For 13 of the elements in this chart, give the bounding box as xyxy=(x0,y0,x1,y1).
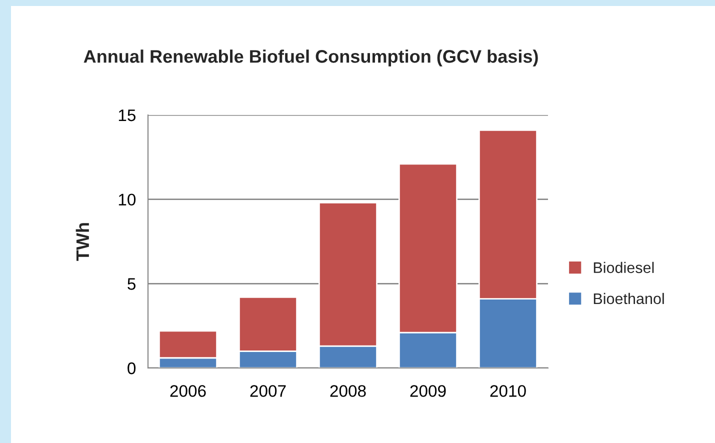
chart-title: Annual Renewable Biofuel Consumption (GCV basis) xyxy=(84,50,538,66)
y-tick-label: 0 xyxy=(128,362,136,374)
y-tick-label: 5 xyxy=(128,278,136,290)
legend-label: Biodiesel xyxy=(594,262,654,274)
x-tick-label: 2010 xyxy=(490,385,526,397)
x-tick-label: 2006 xyxy=(170,385,206,397)
y-axis-title: TWh xyxy=(76,223,89,261)
x-tick-label: 2008 xyxy=(330,385,366,397)
y-tick-label: 15 xyxy=(118,110,136,122)
x-tick-label: 2009 xyxy=(410,385,446,397)
y-tick-label: 10 xyxy=(118,194,136,206)
x-tick-label: 2007 xyxy=(250,385,286,397)
legend-label: Bioethanol xyxy=(594,292,664,304)
